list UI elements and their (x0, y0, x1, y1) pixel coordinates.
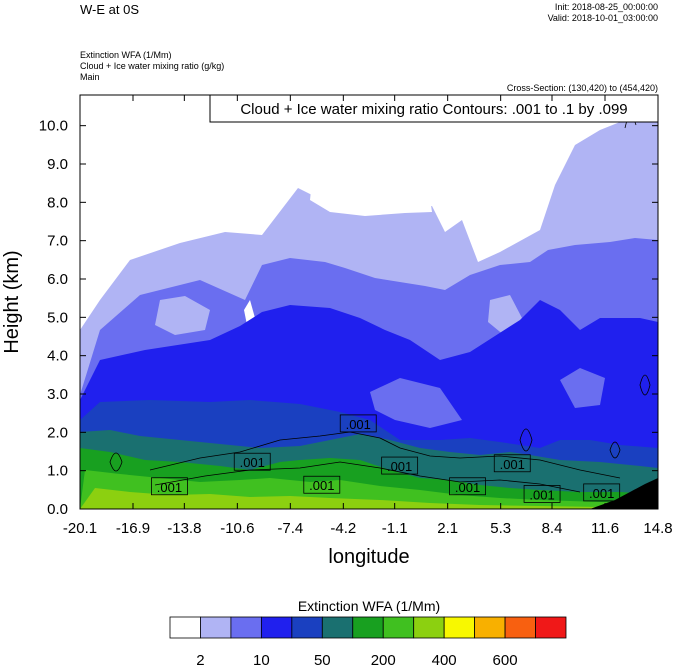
cross-section-label: Cross-Section: (130,420) to (454,420) (506, 83, 658, 93)
contour-label-box (449, 477, 486, 496)
colorbar-swatch (443, 616, 476, 639)
contour-label-box (303, 475, 341, 494)
y-tick-label: 0.0 (47, 501, 68, 518)
y-tick-label: 1.0 (47, 463, 68, 480)
contour-label-box (381, 456, 419, 475)
x-tick-label: -7.4 (277, 520, 303, 537)
colorbar-labels: 2 10 50 200 400 600 (196, 652, 517, 667)
x-tick-label: 2.1 (437, 520, 458, 537)
contour-label-box (583, 483, 621, 502)
y-tick-label: 7.0 (47, 233, 68, 250)
y-tick-label: 4.0 (47, 348, 68, 365)
colorbar-swatch (260, 616, 293, 639)
contour-label: .001 (455, 480, 480, 495)
colorbar-title: Extinction WFA (1/Mm) (298, 598, 440, 614)
contour-label: .001 (346, 417, 371, 432)
colorbar-swatch (474, 616, 506, 639)
colorbar-swatch (352, 616, 384, 639)
colorbar-swatch (535, 616, 567, 639)
contour-label: .001 (240, 455, 265, 470)
x-axis-label: longitude (328, 546, 409, 568)
y-tick-label: 6.0 (47, 271, 68, 288)
y-tick-label: 10.0 (39, 118, 68, 135)
field-label-extinction: Extinction WFA (1/Mm) (80, 50, 172, 60)
x-tick-label: 11.6 (591, 520, 619, 537)
contour-label: .001 (529, 487, 554, 502)
x-tick-label: -10.6 (220, 520, 254, 537)
colorbar-label: 600 (493, 652, 518, 667)
y-axis-label: Height (km) (1, 250, 23, 353)
contour-title: Cloud + Ice water mixing ratio Contours:… (240, 101, 627, 118)
y-tick-label: 9.0 (47, 156, 68, 173)
contour-label-box (523, 485, 561, 503)
x-axis: -20.1 -16.9 -13.8 -10.6 -7.4 -4.2 -1.1 2.1 5.3 8.… (63, 95, 673, 537)
contour-label-box (339, 414, 377, 433)
y-tick-label: 5.0 (47, 309, 68, 326)
x-tick-label: -1.1 (382, 520, 408, 537)
colorbar-swatch (200, 616, 232, 639)
colorbar-swatch (382, 616, 415, 639)
contour-title-box: Cloud + Ice water mixing ratio Contours:… (209, 94, 659, 123)
field-label-main: Main (80, 72, 100, 82)
contour-label: .001 (589, 486, 614, 501)
y-axis: 0.0 1.0 2.0 3.0 4.0 5.0 6.0 7.0 8.0 9.0 10.0 (39, 118, 658, 518)
colorbar-swatch (169, 616, 201, 639)
x-tick-label: -4.2 (330, 520, 356, 537)
field-label-mixing-ratio: Cloud + Ice water mixing ratio (g/kg) (80, 61, 225, 71)
colorbar-swatch (291, 616, 323, 639)
colorbar (169, 616, 567, 639)
contour-label: .001 (157, 480, 182, 495)
colorbar-swatch (413, 616, 445, 639)
colorbar-swatch (321, 616, 354, 639)
plot-title: W-E at 0S (80, 2, 140, 17)
x-tick-label: -20.1 (63, 520, 97, 537)
colorbar-swatch (230, 616, 262, 639)
x-tick-label: 5.3 (490, 520, 511, 537)
x-tick-label: -16.9 (116, 520, 150, 537)
y-tick-label: 3.0 (47, 386, 68, 403)
colorbar-label: 200 (371, 652, 396, 667)
contour-label-box (233, 452, 271, 471)
x-tick-label: 14.8 (643, 520, 672, 537)
y-tick-label: 2.0 (47, 424, 68, 441)
contour-label-group: .001 .001 .001 .001 .001 .001 .001 .001 .001 (151, 414, 621, 503)
colorbar-swatch (504, 616, 536, 639)
colorbar-label: 50 (314, 652, 331, 667)
contour-label-box (151, 477, 188, 496)
colorbar-label: 400 (432, 652, 457, 667)
contour-label-box (493, 454, 531, 473)
valid-time: Valid: 2018-10-01_03:00:00 (547, 13, 658, 23)
colorbar-label: 10 (253, 652, 270, 667)
x-tick-label: -13.8 (167, 520, 201, 537)
x-tick-label: 8.4 (542, 520, 563, 537)
heatmap-field (80, 95, 658, 509)
init-time: Init: 2018-08-25_00:00:00 (554, 2, 658, 12)
contour-label: .001 (500, 457, 525, 472)
y-tick-label: 8.0 (47, 194, 68, 211)
colorbar-label: 2 (196, 652, 204, 667)
contour-label: .001 (387, 459, 412, 474)
contour-label: .001 (309, 478, 334, 493)
terrain (590, 478, 658, 509)
